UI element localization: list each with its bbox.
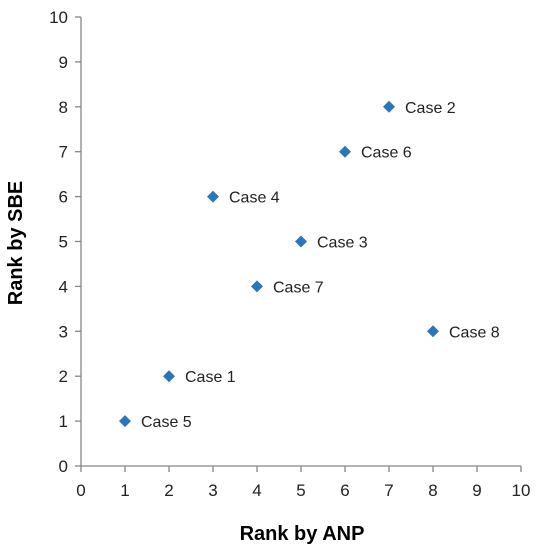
y-tick-label: 6	[59, 188, 68, 207]
point-labels: Case 1 Case 2 Case 3 Case 4 Case 5 Case 6 Case…	[141, 100, 500, 431]
y-axis-title: Rank by SBE	[5, 181, 27, 305]
x-tick-label: 2	[164, 481, 173, 500]
x-tick-label: 8	[428, 481, 437, 500]
data-point-marker	[427, 325, 439, 338]
x-axis-title: Rank by ANP	[240, 523, 365, 545]
data-point-label: Case 3	[317, 235, 368, 252]
data-point-marker	[163, 370, 175, 383]
y-tick-label: 8	[59, 98, 68, 117]
x-tick-label: 10	[512, 481, 531, 500]
x-tick-label: 3	[208, 481, 217, 500]
y-tick-label: 7	[59, 143, 68, 162]
data-point-label: Case 5	[141, 414, 192, 431]
x-tick-label: 4	[252, 481, 261, 500]
y-tick-label: 9	[59, 53, 68, 72]
data-point-marker	[339, 145, 351, 158]
y-tick-label: 2	[59, 367, 68, 386]
y-tick-label: 4	[59, 277, 68, 296]
data-point-marker	[207, 190, 219, 203]
x-tick-label: 0	[76, 481, 85, 500]
y-tick-label: 10	[49, 8, 68, 27]
data-point-marker	[295, 235, 307, 248]
data-point-label: Case 1	[185, 369, 236, 386]
data-point-label: Case 4	[229, 190, 280, 207]
data-point-marker	[119, 415, 131, 428]
data-point-marker	[383, 100, 395, 113]
data-points	[119, 100, 439, 428]
data-point-marker	[251, 280, 263, 293]
y-tick-label: 5	[59, 233, 68, 252]
y-tick-label: 3	[59, 322, 68, 341]
data-point-label: Case 6	[361, 145, 412, 162]
x-tick-label: 5	[296, 481, 305, 500]
x-axis-ticks: 0 1 2 3 4 5 6 7 8 9 10	[76, 466, 530, 500]
x-tick-label: 6	[340, 481, 349, 500]
x-tick-label: 9	[472, 481, 481, 500]
y-tick-label: 1	[59, 412, 68, 431]
x-tick-label: 1	[120, 481, 129, 500]
data-point-label: Case 2	[405, 100, 456, 117]
y-axis-ticks: 0 1 2 3 4 5 6 7 8 9 10	[49, 8, 81, 476]
x-tick-label: 7	[384, 481, 393, 500]
data-point-label: Case 7	[273, 279, 324, 296]
data-point-label: Case 8	[449, 324, 500, 341]
y-tick-label: 0	[59, 457, 68, 476]
